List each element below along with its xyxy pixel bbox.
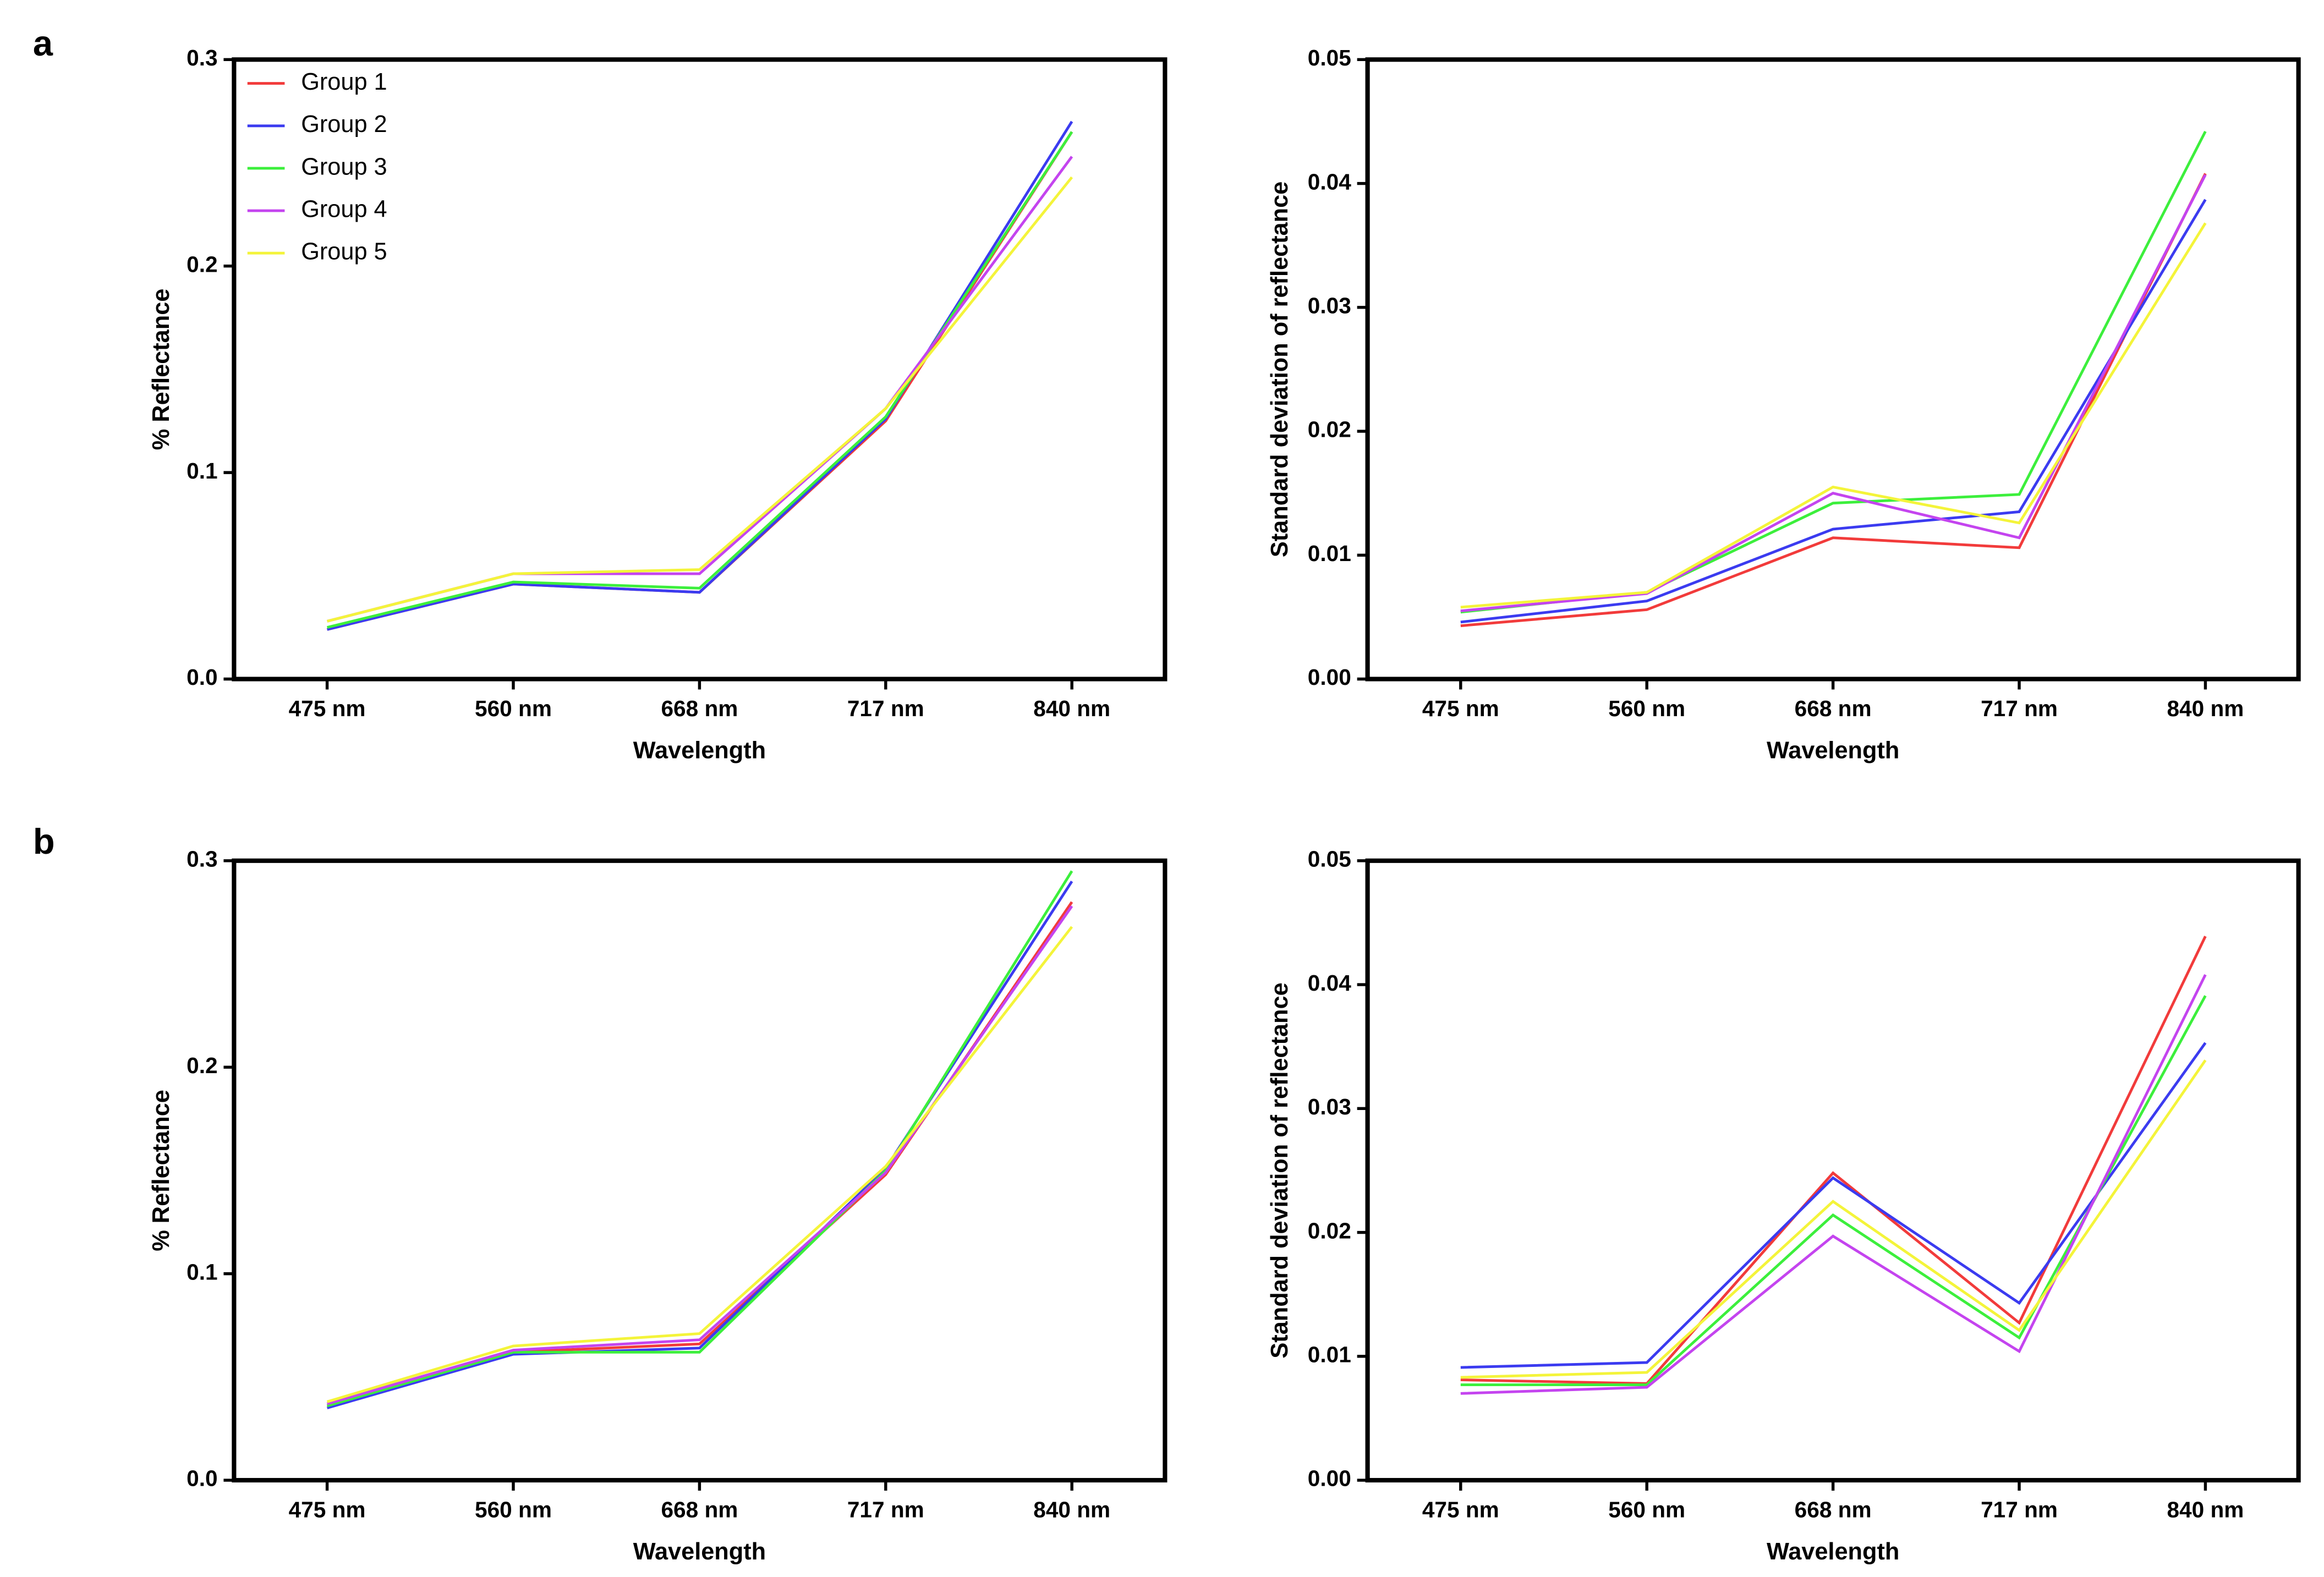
series-line	[326, 156, 1073, 623]
x-tick-label: 475 nm	[1422, 1497, 1499, 1523]
y-tick-label: 0.05	[1308, 847, 1351, 872]
legend-label: Group 1	[301, 69, 387, 95]
plot-frame	[232, 57, 1168, 682]
x-axis-title: Wavelength	[633, 738, 766, 764]
x-tick-label: 840 nm	[2167, 1497, 2244, 1523]
series-line	[326, 926, 1073, 1403]
y-tick-label: 0.01	[1308, 1342, 1351, 1367]
x-tick-label: 717 nm	[847, 1497, 924, 1523]
series-line	[1460, 222, 2207, 609]
y-tick-label: 0.00	[1308, 664, 1351, 690]
panel-label: a	[33, 23, 53, 63]
y-tick-label: 0.00	[1308, 1466, 1351, 1491]
series-line	[1460, 936, 2207, 1385]
x-tick-label: 560 nm	[475, 1497, 552, 1523]
series-line	[1460, 1059, 2207, 1379]
x-tick-label: 840 nm	[2167, 696, 2244, 721]
x-tick-label: 717 nm	[847, 696, 924, 721]
y-axis-title: Standard deviation of reflectance	[1267, 182, 1293, 557]
y-tick-label: 0.2	[187, 251, 217, 277]
series-line	[1460, 173, 2207, 628]
y-tick-label: 0.02	[1308, 417, 1351, 442]
series-line	[1460, 995, 2207, 1387]
y-tick-label: 0.05	[1308, 45, 1351, 70]
y-tick-label: 0.04	[1308, 169, 1351, 194]
y-tick-label: 0.0	[187, 664, 217, 690]
y-tick-label: 0.04	[1308, 970, 1351, 996]
y-axis-title: Standard deviation of reflectance	[1267, 982, 1293, 1358]
series-line	[1460, 1042, 2207, 1369]
series-line	[326, 905, 1073, 1405]
y-tick-label: 0.03	[1308, 1094, 1351, 1119]
x-tick-label: 668 nm	[1795, 1497, 1872, 1523]
y-tick-label: 0.01	[1308, 541, 1351, 566]
y-tick-label: 0.2	[187, 1053, 217, 1078]
plot-frame	[1365, 858, 2301, 1483]
series-line	[1460, 130, 2207, 614]
series-line	[326, 176, 1073, 623]
y-tick-label: 0.0	[187, 1466, 217, 1491]
x-tick-label: 840 nm	[1033, 696, 1110, 721]
x-tick-label: 475 nm	[289, 1497, 366, 1523]
y-tick-label: 0.3	[187, 847, 217, 872]
series-line	[326, 870, 1073, 1408]
plot-frame	[1365, 57, 2301, 682]
x-tick-label: 668 nm	[661, 696, 738, 721]
y-tick-label: 0.1	[187, 1259, 217, 1284]
legend-label: Group 5	[301, 239, 387, 265]
x-axis-title: Wavelength	[633, 1538, 766, 1565]
y-tick-label: 0.3	[187, 45, 217, 70]
panel-label: b	[33, 821, 55, 861]
x-tick-label: 560 nm	[1608, 1497, 1685, 1523]
series-line	[326, 881, 1073, 1409]
y-tick-label: 0.1	[187, 458, 217, 483]
legend-label: Group 4	[301, 196, 387, 223]
series-line	[326, 131, 1073, 631]
legend-label: Group 3	[301, 153, 387, 180]
x-tick-label: 840 nm	[1033, 1497, 1110, 1523]
x-tick-label: 717 nm	[1981, 696, 2058, 721]
x-tick-label: 475 nm	[289, 696, 366, 721]
y-tick-label: 0.03	[1308, 293, 1351, 318]
x-tick-label: 668 nm	[1795, 696, 1872, 721]
x-tick-label: 668 nm	[661, 1497, 738, 1523]
x-tick-label: 560 nm	[1608, 696, 1685, 721]
series-line	[1460, 174, 2207, 613]
x-tick-label: 717 nm	[1981, 1497, 2058, 1523]
x-tick-label: 560 nm	[475, 696, 552, 721]
series-line	[1460, 974, 2207, 1395]
series-line	[1460, 199, 2207, 624]
x-axis-title: Wavelength	[1767, 1538, 1899, 1565]
y-tick-label: 0.02	[1308, 1218, 1351, 1243]
y-axis-title: % Reflectance	[148, 289, 174, 450]
series-line	[326, 120, 1073, 631]
series-line	[326, 131, 1073, 629]
y-axis-title: % Reflectance	[148, 1090, 174, 1251]
plot-frame	[232, 858, 1168, 1483]
series-line	[326, 901, 1073, 1408]
x-axis-title: Wavelength	[1767, 738, 1899, 764]
legend-label: Group 2	[301, 111, 387, 138]
x-tick-label: 475 nm	[1422, 696, 1499, 721]
